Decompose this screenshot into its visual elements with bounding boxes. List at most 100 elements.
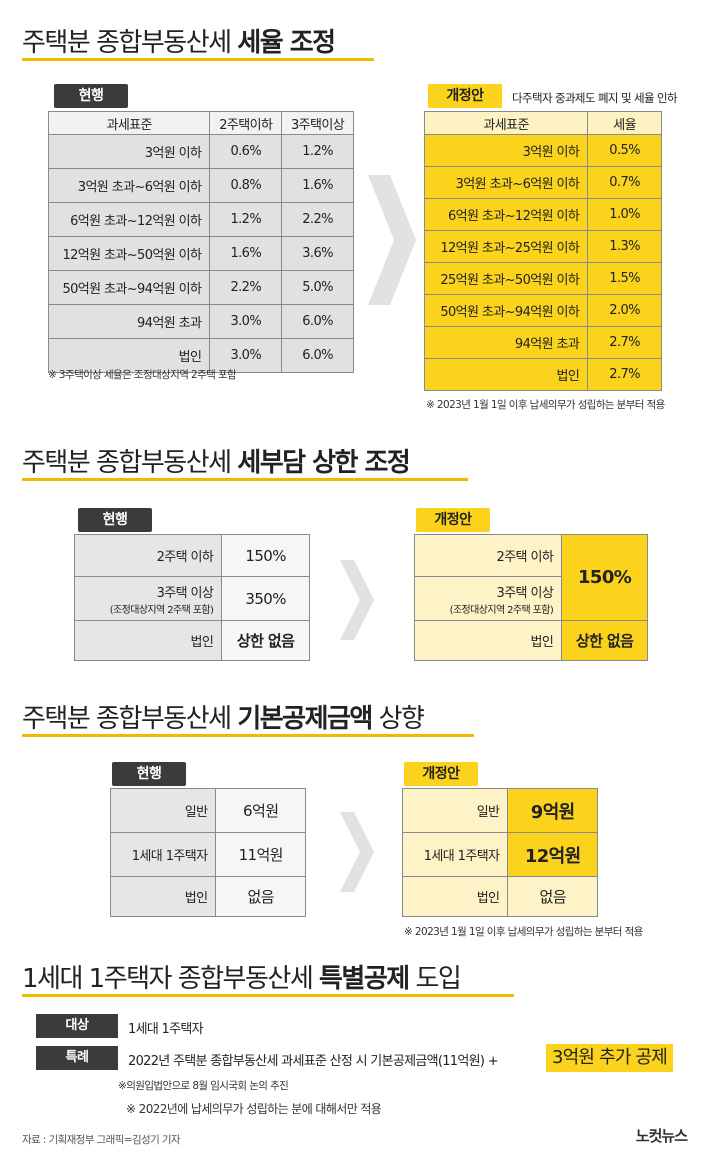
- rate-cell: 1.2%: [281, 134, 354, 169]
- section4-title-normal: 1세대 1주택자 종합부동산세: [22, 964, 319, 994]
- cap-cell: 150%: [221, 534, 310, 577]
- section1-proposal-note: ※ 2023년 1월 1일 이후 납세의무가 성립하는 분부터 적용: [426, 399, 665, 411]
- table-row: 12억원 초과~25억원 이하 1.3%: [423, 230, 662, 263]
- row-label-sub: (조정대상지역 2주택 포함): [109, 604, 214, 616]
- bracket-label: 법인: [47, 338, 211, 373]
- table-header: 3주택이상: [281, 111, 354, 135]
- table-row: 3억원 초과~6억원 이하 0.8% 1.6%: [47, 168, 354, 203]
- section2-underline: [22, 478, 468, 481]
- row-label: 법인: [413, 620, 563, 661]
- special-highlight: 3억원 추가 공제: [546, 1044, 674, 1072]
- section3-title-normal: 주택분 종합부동산세: [22, 704, 238, 734]
- rate-cell: 3.0%: [209, 304, 283, 339]
- news-logo: 노컷뉴스: [635, 1127, 688, 1145]
- section2-proposal-table: 2주택 이하 150% 3주택 이상 (조정대상지역 2주택 포함) 법인 상한…: [413, 534, 648, 661]
- bracket-label: 3억원 이하: [423, 134, 589, 167]
- rate-cell: 1.6%: [281, 168, 354, 203]
- section2-proposal-tag: 개정안: [416, 508, 490, 532]
- section3-title-tail: 상향: [371, 704, 425, 734]
- row-label-main: 3주택 이상: [156, 585, 214, 601]
- table-row: 법인 상한 없음: [413, 620, 648, 661]
- target-badge: 대상: [36, 1014, 118, 1038]
- rate-cell: 1.3%: [587, 230, 662, 263]
- table-row: 94억원 초과 3.0% 6.0%: [47, 304, 354, 339]
- rate-cell: 0.6%: [209, 134, 283, 169]
- deduction-cell: 없음: [215, 876, 306, 917]
- section1-proposal-table: 과세표준 세율 3억원 이하 0.5% 3억원 초과~6억원 이하 0.7% 6억원…: [423, 111, 662, 391]
- rate-cell: 1.0%: [587, 198, 662, 231]
- bracket-label: 94억원 초과: [47, 304, 211, 339]
- bracket-label: 3억원 초과~6억원 이하: [423, 166, 589, 199]
- cap-cell: 상한 없음: [561, 620, 648, 661]
- bracket-label: 12억원 초과~25억원 이하: [423, 230, 589, 263]
- row-label: 1세대 1주택자: [401, 832, 509, 877]
- deduction-cell: 12억원: [507, 832, 598, 877]
- cap-cell: 상한 없음: [221, 620, 310, 661]
- bracket-label: 6억원 초과~12억원 이하: [47, 202, 211, 237]
- bracket-label: 12억원 초과~50억원 이하: [47, 236, 211, 271]
- cap-cell: 350%: [221, 576, 310, 621]
- target-text: 1세대 1주택자: [128, 1022, 204, 1037]
- section1-title-bold: 세율 조정: [237, 28, 336, 58]
- bracket-label: 6억원 초과~12억원 이하: [423, 198, 589, 231]
- rate-cell: 1.2%: [209, 202, 283, 237]
- table-row: 일반 9억원: [401, 788, 598, 833]
- table-header: 세율: [587, 111, 662, 135]
- table-row: 2주택 이하 150%: [413, 534, 648, 621]
- section4-note2: ※ 2022년에 납세의무가 성립하는 분에 대해서만 적용: [126, 1102, 382, 1116]
- bracket-label: 25억원 초과~50억원 이하: [423, 262, 589, 295]
- arrow-right-icon: [340, 560, 374, 640]
- deduction-cell: 9억원: [507, 788, 598, 833]
- rate-cell: 1.5%: [587, 262, 662, 295]
- table-row: 1세대 1주택자 11억원: [109, 832, 306, 877]
- rate-cell: 2.7%: [587, 358, 662, 391]
- table-row: 3억원 이하 0.6% 1.2%: [47, 134, 354, 169]
- section2-title: 주택분 종합부동산세 세부담 상한 조정: [22, 442, 411, 479]
- section4-note1: ※의원입법안으로 8월 임시국회 논의 추진: [118, 1080, 289, 1092]
- rate-cell: 6.0%: [281, 304, 354, 339]
- rate-cell: 2.7%: [587, 326, 662, 359]
- table-row: 6억원 초과~12억원 이하 1.2% 2.2%: [47, 202, 354, 237]
- row-label: 일반: [109, 788, 217, 833]
- table-row: 일반 6억원: [109, 788, 306, 833]
- table-header: 2주택이하: [209, 111, 283, 135]
- bracket-label: 법인: [423, 358, 589, 391]
- rate-cell: 2.2%: [209, 270, 283, 305]
- bracket-label: 94억원 초과: [423, 326, 589, 359]
- row-label: 2주택 이하: [73, 534, 223, 577]
- section1-current-tag: 현행: [54, 84, 128, 108]
- row-label: 3주택 이상 (조정대상지역 2주택 포함): [73, 576, 223, 621]
- table-row: 50억원 초과~94억원 이하 2.0%: [423, 294, 662, 327]
- section4-underline: [22, 994, 514, 997]
- table-row: 법인 상한 없음: [73, 620, 310, 661]
- rate-cell: 2.0%: [587, 294, 662, 327]
- rate-cell: 3.6%: [281, 236, 354, 271]
- arrow-right-icon: [340, 812, 374, 892]
- row-label: 1세대 1주택자: [109, 832, 217, 877]
- table-row: 1세대 1주택자 12억원: [401, 832, 598, 877]
- rate-cell: 1.6%: [209, 236, 283, 271]
- section1-underline: [22, 58, 374, 61]
- section2-title-bold: 세부담 상한 조정: [237, 448, 411, 478]
- footer-credit: 자료 : 기획재정부 그래픽=김성기 기자: [22, 1134, 181, 1146]
- row-label: 법인: [73, 620, 223, 661]
- table-row: 50억원 초과~94억원 이하 2.2% 5.0%: [47, 270, 354, 305]
- table-row: 12억원 초과~50억원 이하 1.6% 3.6%: [47, 236, 354, 271]
- bracket-label: 3억원 이하: [47, 134, 211, 169]
- deduction-cell: 6억원: [215, 788, 306, 833]
- row-label: 일반: [401, 788, 509, 833]
- table-row: 6억원 초과~12억원 이하 1.0%: [423, 198, 662, 231]
- table-row: 3억원 이하 0.5%: [423, 134, 662, 167]
- section3-proposal-note: ※ 2023년 1월 1일 이후 납세의무가 성립하는 분부터 적용: [404, 926, 643, 938]
- rate-cell: 0.8%: [209, 168, 283, 203]
- table-row: 3주택 이상 (조정대상지역 2주택 포함) 350%: [73, 576, 310, 621]
- table-row: 법인 없음: [401, 876, 598, 917]
- row-label: 3주택 이상 (조정대상지역 2주택 포함): [413, 576, 563, 621]
- deduction-cell: 11억원: [215, 832, 306, 877]
- section1-current-note: ※ 3주택이상 세율은 조정대상지역 2주택 포함: [48, 369, 237, 381]
- table-row: 25억원 초과~50억원 이하 1.5%: [423, 262, 662, 295]
- deduction-cell: 없음: [507, 876, 598, 917]
- section3-proposal-tag: 개정안: [404, 762, 478, 786]
- table-row: 법인 없음: [109, 876, 306, 917]
- section2-current-table: 2주택 이하 150% 3주택 이상 (조정대상지역 2주택 포함) 350% …: [73, 534, 310, 661]
